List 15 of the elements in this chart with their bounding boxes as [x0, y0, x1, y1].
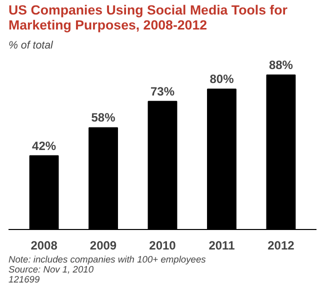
text: 121699: [8, 274, 40, 284]
source-note: Source: Nov 1, 2010: [8, 264, 94, 274]
data-label: 42%: [32, 138, 56, 153]
chart-title: US Companies Using Social Media Tools for Marketing Purposes, 2008-2012: [8, 2, 288, 32]
data-label: 58%: [91, 110, 116, 125]
chart-subtitle: % of total: [8, 40, 54, 52]
x-tick-label: 2010: [149, 238, 176, 252]
x-tick-label: 2012: [268, 238, 295, 252]
data-label: 73%: [150, 84, 175, 98]
data-label: 80%: [210, 72, 234, 86]
x-tick-label: 2011: [208, 238, 236, 252]
data-label: 88%: [268, 58, 294, 72]
x-tick-label: 2009: [90, 238, 117, 252]
text: Note: includes companies with 100+ employees: [8, 254, 206, 264]
x-tick-label: 2008: [30, 238, 58, 252]
